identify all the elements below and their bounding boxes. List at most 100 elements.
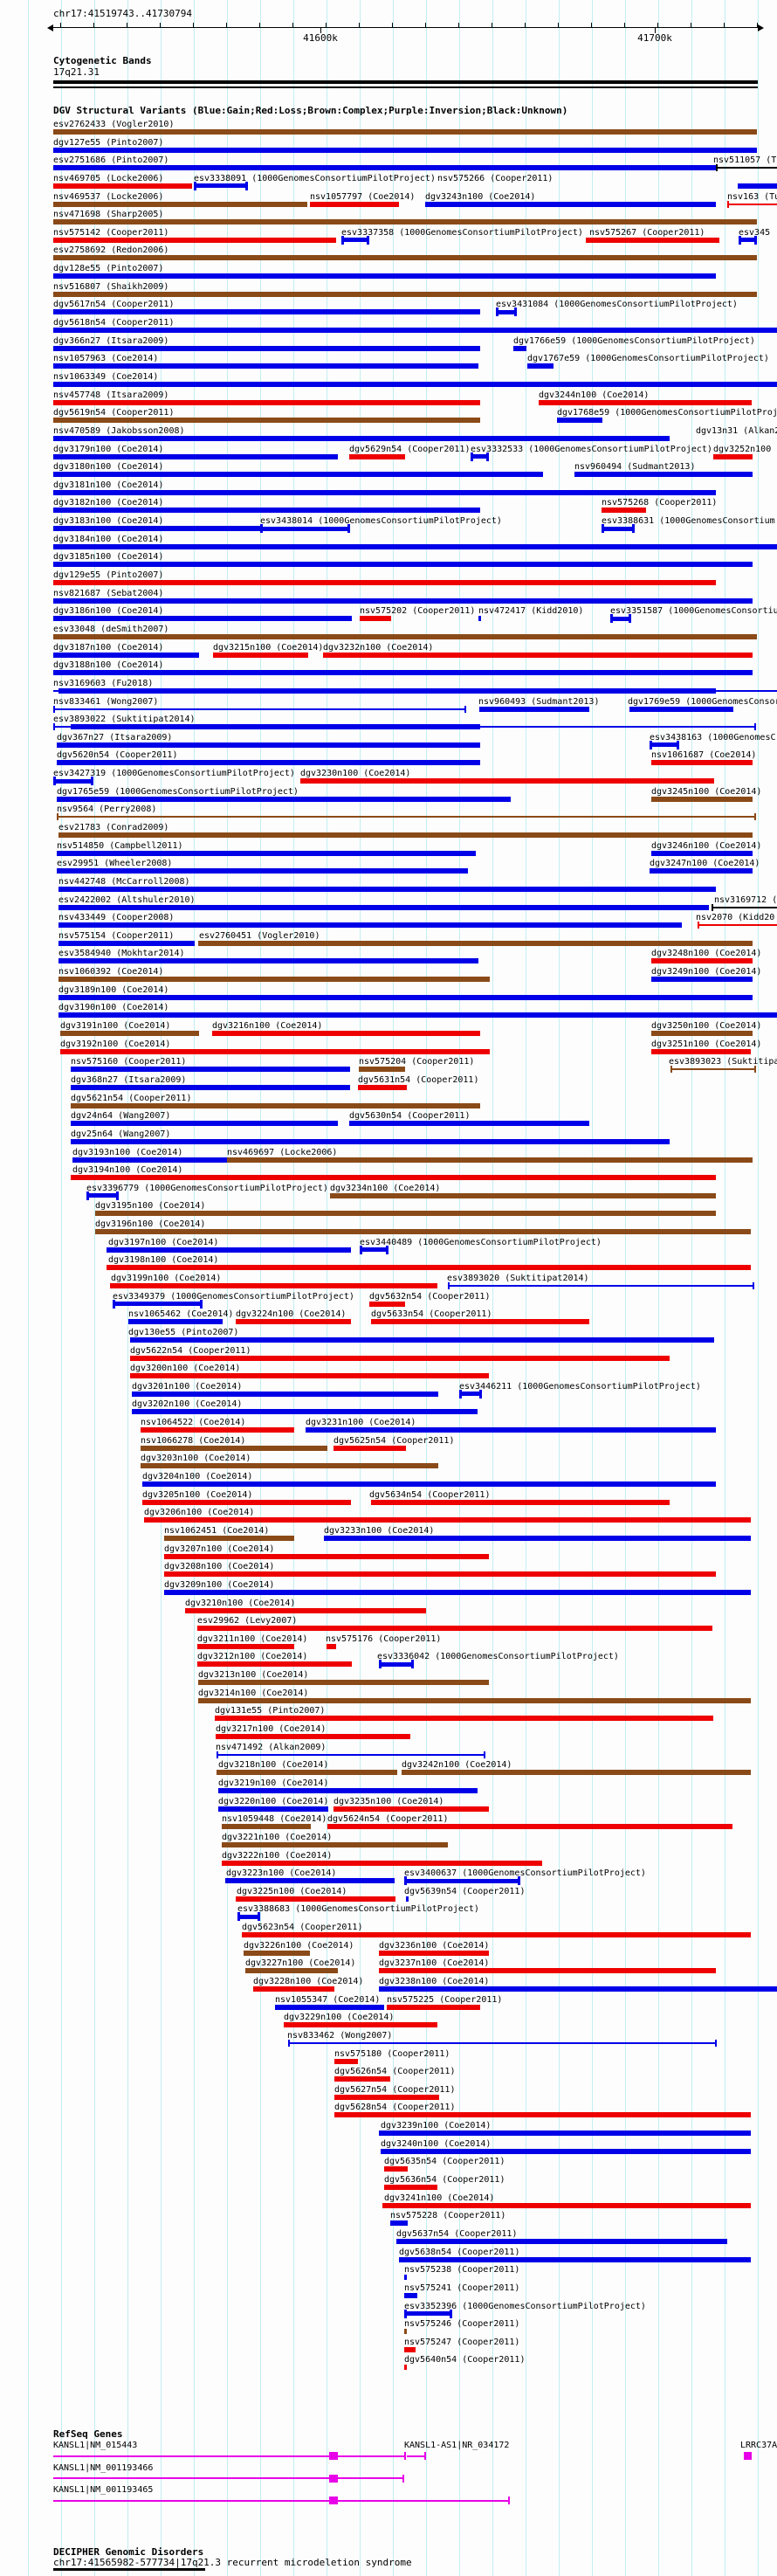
feature-bar[interactable] — [349, 1121, 589, 1127]
feature-bar[interactable] — [404, 1876, 520, 1886]
feature-bar[interactable] — [713, 453, 753, 459]
feature-bar[interactable] — [396, 2238, 727, 2244]
feature-bar[interactable] — [574, 472, 753, 478]
feature-bar[interactable] — [371, 1499, 670, 1505]
feature-bar[interactable] — [198, 1697, 751, 1703]
feature-bar[interactable] — [496, 307, 517, 317]
feature-bar[interactable] — [58, 994, 753, 1000]
feature-bar[interactable] — [738, 183, 777, 189]
feature-bar[interactable] — [236, 1896, 395, 1902]
feature-bar[interactable] — [406, 1896, 409, 1902]
feature-bar[interactable] — [53, 345, 480, 351]
feature-bar[interactable] — [651, 796, 753, 802]
feature-bar[interactable] — [651, 1031, 753, 1037]
feature-bar[interactable] — [164, 1571, 716, 1578]
feature-bar[interactable] — [58, 940, 195, 946]
feature-bar[interactable] — [71, 1121, 338, 1127]
feature-bar[interactable] — [71, 1175, 716, 1181]
feature-bar[interactable] — [539, 399, 752, 405]
feature-bar[interactable] — [384, 2166, 408, 2172]
feature-bar[interactable] — [60, 1048, 490, 1054]
feature-bar[interactable] — [650, 740, 679, 749]
feature-bar[interactable] — [194, 181, 248, 190]
feature-bar[interactable] — [379, 2131, 751, 2137]
feature-bar[interactable] — [610, 614, 631, 624]
feature-bar[interactable] — [404, 2365, 407, 2371]
feature-bar[interactable] — [71, 724, 480, 730]
feature-bar[interactable] — [53, 291, 757, 297]
feature-bar[interactable] — [53, 670, 753, 676]
feature-bar[interactable] — [629, 706, 733, 712]
feature-bar[interactable] — [128, 1319, 223, 1325]
feature-bar[interactable] — [404, 2275, 407, 2281]
feature-bar[interactable] — [71, 1084, 350, 1090]
feature-bar[interactable] — [86, 1191, 119, 1200]
feature-bar[interactable] — [260, 524, 350, 534]
feature-bar[interactable] — [527, 363, 554, 369]
feature-bar[interactable] — [53, 435, 670, 441]
feature-bar[interactable] — [275, 2004, 384, 2010]
feature-bar[interactable] — [349, 453, 405, 459]
feature-bar[interactable] — [218, 1787, 478, 1793]
feature-bar[interactable] — [651, 1048, 751, 1054]
feature-bar[interactable] — [471, 452, 489, 461]
feature-bar[interactable] — [459, 1389, 482, 1398]
feature-bar[interactable] — [142, 1499, 351, 1505]
feature-bar[interactable] — [217, 1770, 397, 1776]
feature-bar[interactable] — [341, 235, 369, 245]
feature-bar[interactable] — [53, 652, 199, 658]
feature-bar[interactable] — [132, 1409, 478, 1415]
feature-bar[interactable] — [329, 2497, 338, 2504]
feature-bar[interactable] — [164, 1589, 751, 1595]
feature-bar[interactable] — [425, 201, 716, 207]
feature-bar[interactable] — [212, 1031, 480, 1037]
feature-bar[interactable] — [739, 235, 757, 245]
cytoband-bar[interactable] — [53, 80, 758, 84]
feature-bar[interactable] — [185, 1607, 426, 1613]
feature-bar[interactable] — [324, 1535, 751, 1541]
feature-bar[interactable] — [288, 2039, 717, 2047]
feature-bar[interactable] — [253, 1986, 334, 1992]
feature-bar[interactable] — [53, 489, 716, 495]
feature-bar[interactable] — [650, 868, 753, 874]
feature-bar[interactable] — [53, 309, 480, 315]
feature-bar[interactable] — [329, 2452, 338, 2460]
feature-bar[interactable] — [57, 813, 756, 821]
feature-bar[interactable] — [53, 597, 753, 604]
feature-bar[interactable] — [379, 1660, 414, 1669]
feature-bar[interactable] — [360, 616, 391, 622]
feature-bar[interactable] — [222, 1860, 542, 1866]
feature-bar[interactable] — [57, 850, 476, 856]
feature-bar[interactable] — [53, 633, 757, 639]
feature-bar[interactable] — [651, 850, 753, 856]
feature-bar[interactable] — [284, 2022, 437, 2028]
feature-bar[interactable] — [727, 200, 777, 208]
feature-bar[interactable] — [53, 777, 93, 786]
feature-bar[interactable] — [53, 273, 716, 280]
feature-bar[interactable] — [71, 1067, 350, 1073]
feature-bar[interactable] — [53, 129, 757, 135]
feature-bar[interactable] — [371, 1319, 589, 1325]
feature-bar[interactable] — [404, 2309, 452, 2318]
feature-bar[interactable] — [198, 1680, 489, 1686]
feature-bar[interactable] — [132, 1391, 438, 1397]
feature-bar[interactable] — [651, 977, 753, 983]
feature-bar[interactable] — [53, 2497, 510, 2504]
feature-bar[interactable] — [244, 1950, 310, 1956]
feature-bar[interactable] — [141, 1463, 438, 1469]
feature-bar[interactable] — [53, 453, 338, 459]
feature-bar[interactable] — [404, 2329, 407, 2335]
feature-bar[interactable] — [387, 2004, 480, 2010]
feature-bar[interactable] — [58, 687, 716, 694]
feature-bar[interactable] — [164, 1535, 294, 1541]
feature-bar[interactable] — [197, 1661, 352, 1668]
feature-bar[interactable] — [399, 2256, 751, 2262]
feature-bar[interactable] — [53, 381, 777, 387]
feature-bar[interactable] — [164, 1553, 489, 1559]
feature-bar[interactable] — [72, 1157, 227, 1163]
feature-bar[interactable] — [53, 543, 777, 549]
feature-bar[interactable] — [53, 616, 352, 622]
feature-bar[interactable] — [334, 2076, 390, 2082]
feature-bar[interactable] — [602, 524, 635, 534]
feature-bar[interactable] — [716, 164, 777, 172]
